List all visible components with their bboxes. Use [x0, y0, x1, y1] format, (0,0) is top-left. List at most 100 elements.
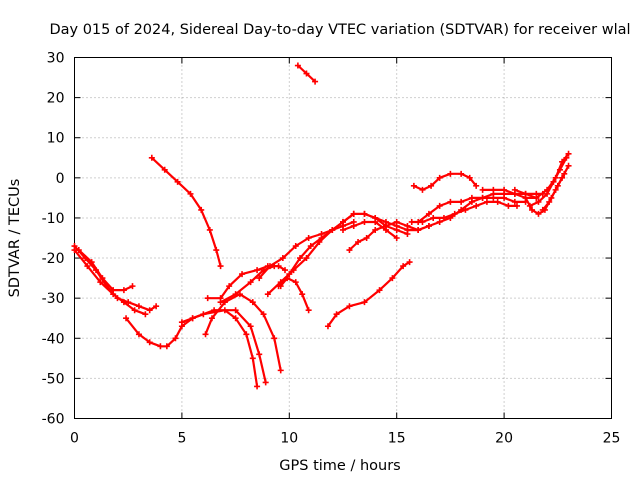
- data-point: [135, 303, 142, 310]
- y-tick-label: 0: [56, 171, 65, 187]
- data-point: [565, 162, 572, 169]
- series-line: [410, 200, 519, 224]
- data-point: [232, 307, 239, 314]
- data-point: [361, 210, 368, 217]
- data-point: [393, 222, 400, 229]
- data-point: [312, 78, 319, 85]
- series-arc-2: [71, 247, 149, 318]
- series-line: [204, 293, 282, 372]
- data-point: [425, 222, 432, 229]
- data-point: [294, 62, 301, 69]
- data-point: [97, 279, 104, 286]
- data-point: [513, 202, 520, 209]
- data-point: [198, 206, 205, 213]
- data-point: [479, 194, 486, 201]
- y-tick-label: 30: [47, 51, 65, 67]
- data-point: [292, 279, 299, 286]
- data-point: [522, 194, 529, 201]
- data-point: [292, 243, 299, 250]
- data-point: [290, 267, 297, 274]
- data-point: [148, 154, 155, 161]
- data-point: [458, 170, 465, 177]
- data-point: [157, 343, 164, 350]
- series-arc-3: [75, 247, 136, 294]
- series-arc-14: [264, 210, 357, 298]
- series-arc-5: [148, 154, 224, 270]
- data-point: [243, 331, 250, 338]
- data-point: [329, 226, 336, 233]
- data-point: [408, 218, 415, 225]
- data-point: [428, 182, 435, 189]
- data-point: [226, 283, 233, 290]
- data-point: [333, 311, 340, 318]
- data-point: [110, 287, 117, 294]
- data-point: [436, 202, 443, 209]
- data-point: [393, 235, 400, 241]
- data-point: [382, 218, 389, 225]
- data-point: [239, 271, 246, 278]
- data-point: [271, 335, 278, 342]
- y-tick-label: 20: [47, 91, 65, 107]
- y-tick-label: 10: [47, 131, 65, 147]
- data-point: [447, 170, 454, 177]
- data-point: [511, 198, 518, 205]
- plot-frame: [74, 57, 612, 419]
- data-point: [247, 323, 254, 330]
- data-point: [249, 355, 256, 362]
- series-arc-23: [408, 198, 520, 225]
- data-point: [135, 331, 142, 338]
- data-point: [372, 214, 379, 221]
- data-point: [419, 218, 426, 225]
- series-arc-16: [324, 259, 413, 330]
- data-point: [163, 343, 170, 350]
- data-point: [307, 243, 314, 250]
- data-point: [544, 190, 551, 197]
- data-point: [466, 174, 473, 181]
- data-point: [232, 315, 239, 322]
- series-layer: [71, 62, 572, 390]
- data-point: [400, 263, 407, 270]
- data-point: [363, 235, 370, 241]
- data-point: [535, 198, 542, 205]
- data-point: [260, 311, 267, 318]
- y-tick-label: -30: [42, 291, 65, 307]
- data-point: [436, 174, 443, 181]
- data-point: [211, 307, 218, 314]
- data-point: [372, 226, 379, 233]
- data-point: [178, 319, 185, 326]
- x-tick-label: 0: [70, 431, 79, 447]
- series-arc-18: [340, 218, 400, 241]
- data-point: [88, 259, 95, 266]
- data-point: [419, 186, 426, 193]
- data-point: [153, 303, 160, 310]
- data-point: [187, 190, 194, 197]
- y-tick-label: -60: [42, 412, 65, 428]
- series-arc-15: [277, 275, 312, 314]
- data-point: [494, 198, 501, 205]
- data-point: [206, 226, 213, 233]
- series-arc-6: [294, 62, 319, 85]
- y-tick-label: -20: [42, 251, 65, 267]
- tick-layer: 0 5 10 15 20 25 -60 -50 -40 -30 -20 -10 0 10 20 30: [42, 51, 621, 447]
- data-point: [533, 194, 540, 201]
- data-point: [511, 186, 518, 193]
- data-point: [84, 263, 91, 270]
- series-arc-7: [178, 307, 261, 390]
- x-tick-label: 20: [495, 431, 513, 447]
- data-point: [146, 339, 153, 346]
- series-arc-22: [415, 194, 529, 225]
- data-point: [483, 198, 490, 205]
- data-point: [123, 315, 130, 322]
- data-point: [189, 315, 196, 322]
- data-point: [316, 239, 323, 246]
- data-point: [458, 198, 465, 205]
- x-tick-label: 15: [388, 431, 406, 447]
- data-point: [264, 291, 271, 298]
- series-line: [513, 152, 570, 199]
- data-point: [346, 303, 353, 310]
- series-arc-9: [202, 291, 284, 374]
- chart-title: Day 015 of 2024, Sidereal Day-to-day VTE…: [49, 22, 630, 38]
- data-point: [355, 239, 362, 246]
- data-point: [541, 206, 548, 213]
